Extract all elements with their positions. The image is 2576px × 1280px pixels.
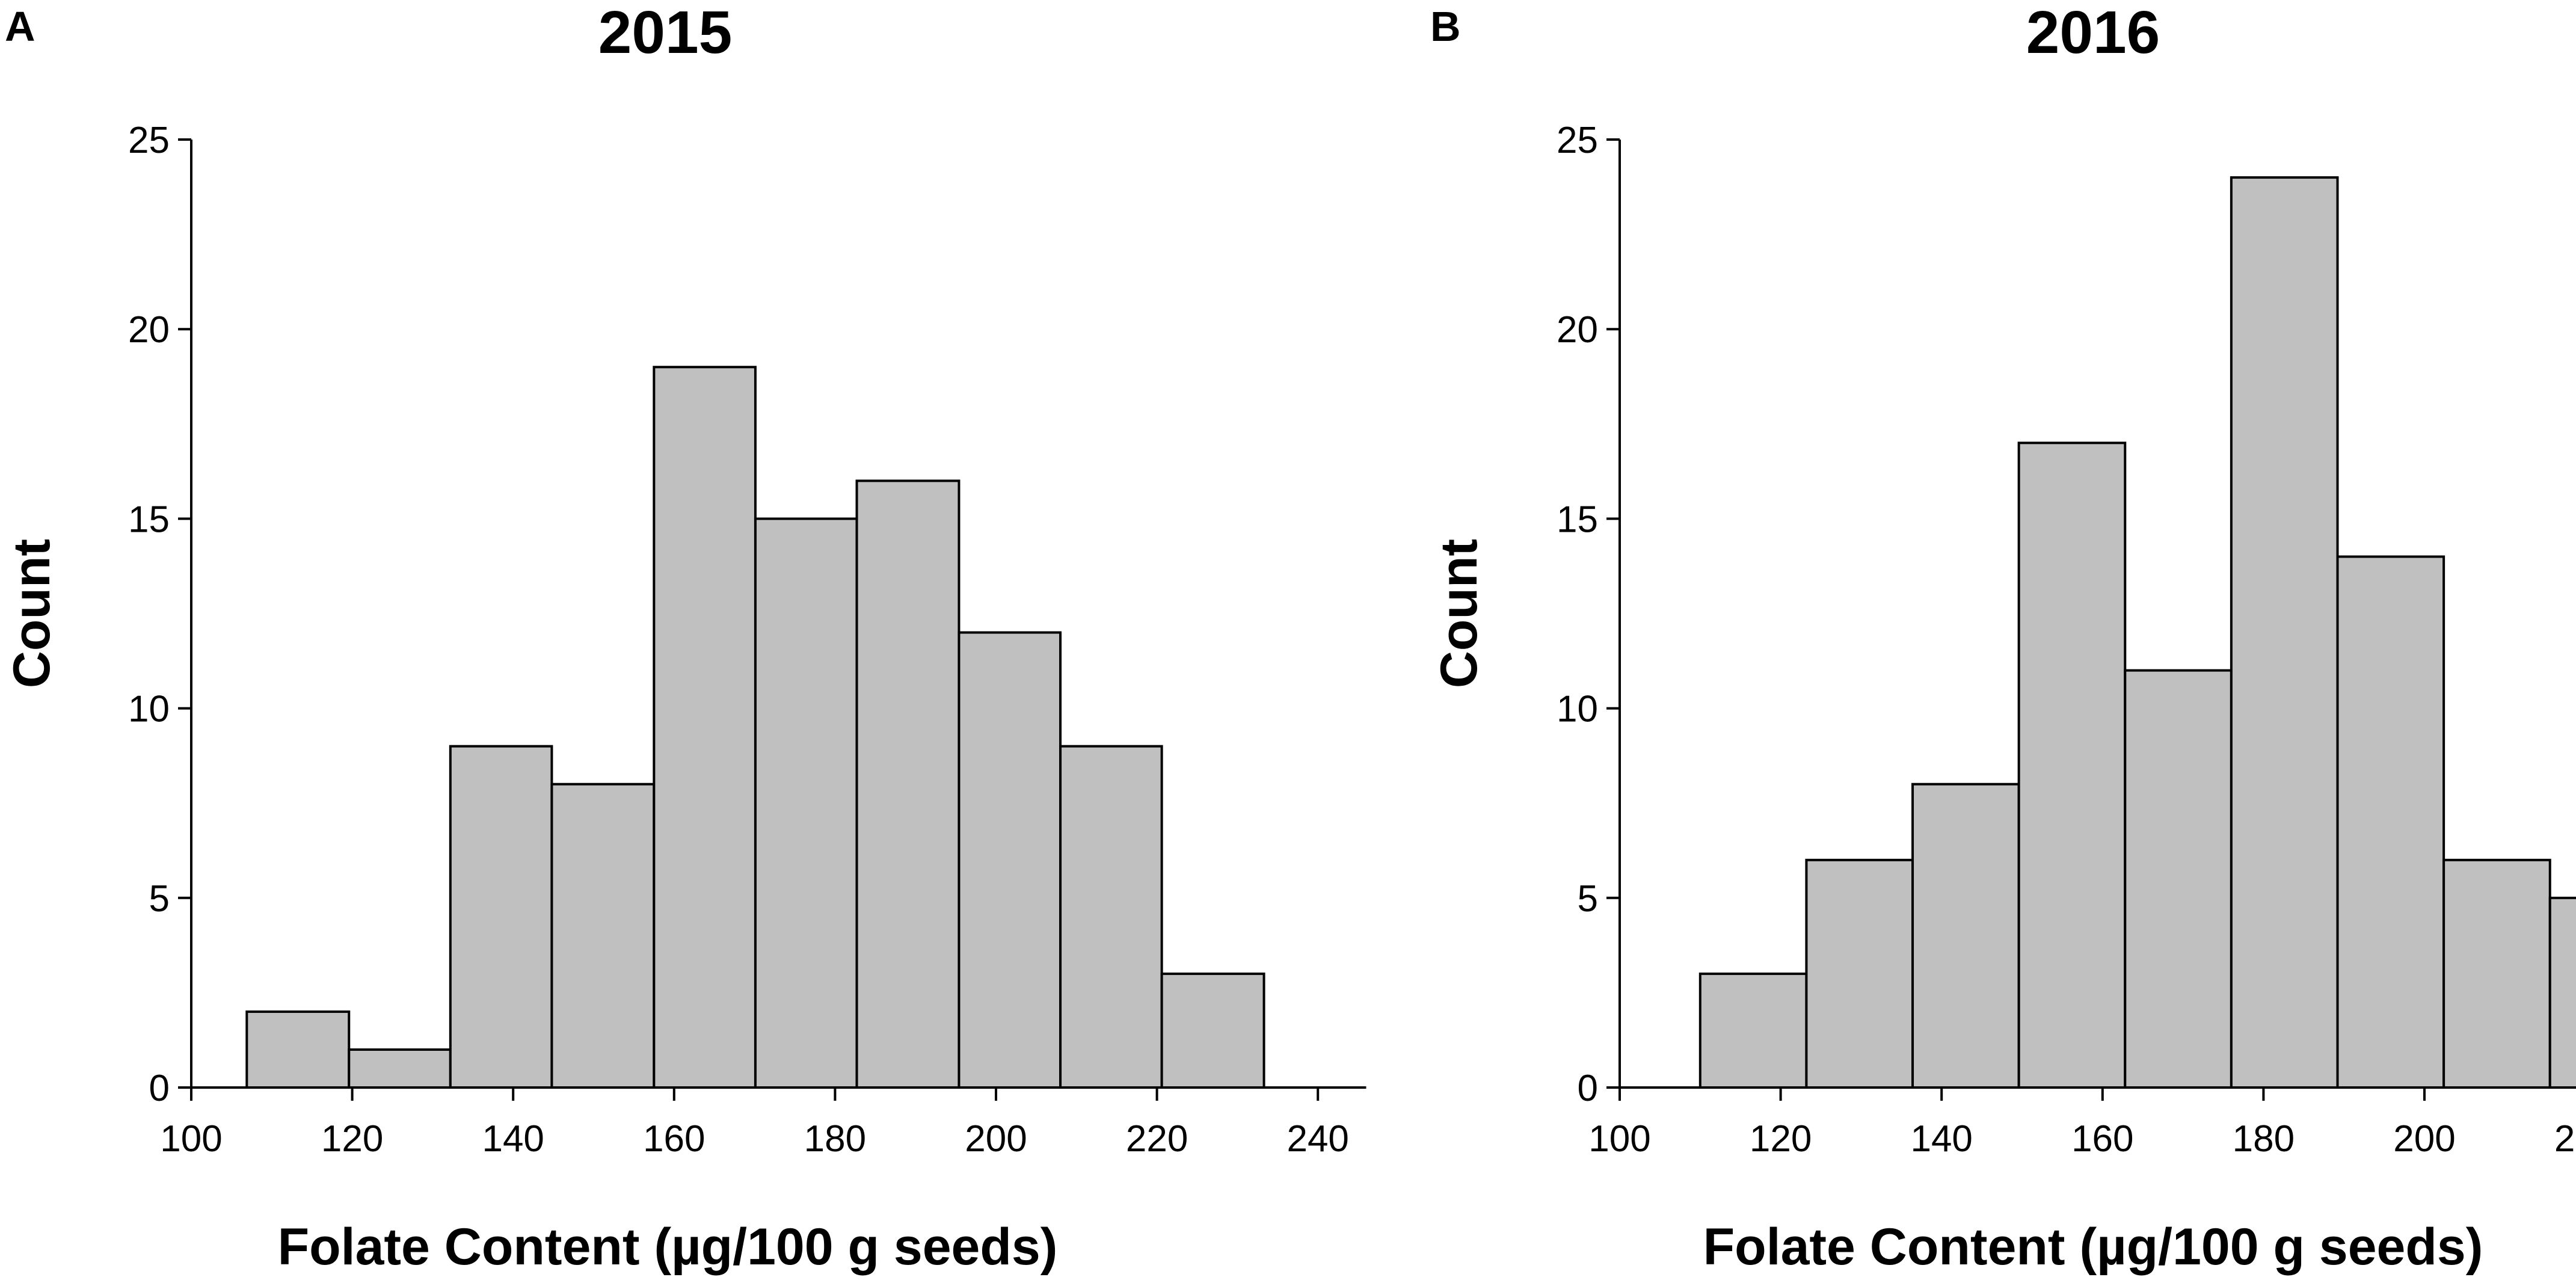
panel-b-bar-6 [2230,176,2339,1089]
panel-a-bar-6 [754,517,858,1089]
panel-b-letter: B [1430,3,1461,50]
panel-a-y-tick-label-20: 20 [128,309,170,351]
panel-a-x-tick-label-180: 180 [804,1118,866,1160]
panel-b-bar-4 [2017,442,2127,1089]
panel-a-bars [245,366,1265,1089]
panel-b-y-tick-label-0: 0 [1578,1068,1598,1109]
panel-b-y-tick-label-15: 15 [1557,499,1598,540]
panel-a-y-tick-label-10: 10 [128,689,170,730]
panel-a-bar-1 [245,1010,351,1089]
panel-a-x-tick-label-240: 240 [1286,1118,1348,1160]
panel-a-y-axis-label: Count [3,539,61,688]
panel-a-y-tick-label-25: 25 [128,120,170,161]
panel-a-x-tick-label-160: 160 [643,1118,705,1160]
panel-a-letter: A [5,3,35,50]
panel-a-x-ticks: 100 120 140 160 180 200 220 240 [160,1088,1349,1160]
panel-b-x-axis-label: Folate Content (µg/100 g seeds) [1703,1218,2483,1276]
panel-b-x-tick-label-140: 140 [1910,1118,1972,1160]
panel-b-bars [1698,176,2576,1089]
panel-a-y-tick-label-0: 0 [149,1068,170,1109]
panel-a-x-tick-label-200: 200 [965,1118,1027,1160]
panel-a-bar-5 [653,366,757,1089]
panel-a-bar-9 [1059,745,1163,1089]
panel-b-title: 2016 [2026,0,2160,66]
panel-b-bar-2 [1805,858,1914,1089]
panel-a-bar-2 [348,1048,452,1089]
panel-a-x-tick-label-140: 140 [482,1118,544,1160]
panel-b-bar-5 [2124,669,2233,1089]
panel-b-y-axis-label: Count [1430,539,1488,688]
panel-b-y-ticks: 0 5 10 15 20 25 [1557,120,1620,1109]
panel-a-x-tick-label-220: 220 [1126,1118,1188,1160]
panel-b-bar-9 [2548,896,2576,1089]
panel-b-bar-8 [2442,858,2551,1089]
panel-b-x-tick-label-160: 160 [2071,1118,2133,1160]
panel-a-y-tick-label-15: 15 [128,499,170,540]
panel-b-y-tick-label-10: 10 [1557,689,1598,730]
panel-b-y-tick-label-5: 5 [1578,878,1598,920]
panel-b-x-tick-label-120: 120 [1750,1118,1812,1160]
panel-a-bar-8 [958,631,1062,1089]
panel-b-bar-3 [1911,783,2020,1089]
panel-b-x-tick-label-180: 180 [2233,1118,2295,1160]
panel-b-bar-7 [2336,555,2445,1089]
panel-a-bar-4 [550,783,656,1089]
panel-b: B 2016 Count Folate Content (µg/100 g se… [1430,0,2576,1276]
panel-a: A 2015 Count Folate Content (µg/100 g se… [3,0,1366,1276]
panel-a-bar-3 [449,745,553,1089]
panel-b-x-tick-label-100: 100 [1588,1118,1650,1160]
panel-b-y-tick-label-25: 25 [1557,120,1598,161]
panel-a-bar-10 [1160,972,1265,1089]
panel-b-x-tick-label-220: 220 [2554,1118,2576,1160]
panel-b-bar-1 [1698,972,1808,1089]
panel-a-x-tick-label-120: 120 [321,1118,383,1160]
panel-a-x-axis-label: Folate Content (µg/100 g seeds) [278,1218,1058,1276]
panel-a-x-tick-label-100: 100 [160,1118,222,1160]
panel-a-y-tick-label-5: 5 [149,878,170,920]
panel-a-bar-7 [855,479,961,1089]
panel-b-x-tick-label-200: 200 [2393,1118,2455,1160]
panel-a-title: 2015 [598,0,732,66]
panel-b-y-tick-label-20: 20 [1557,309,1598,351]
panel-a-y-ticks: 0 5 10 15 20 25 [128,120,191,1109]
